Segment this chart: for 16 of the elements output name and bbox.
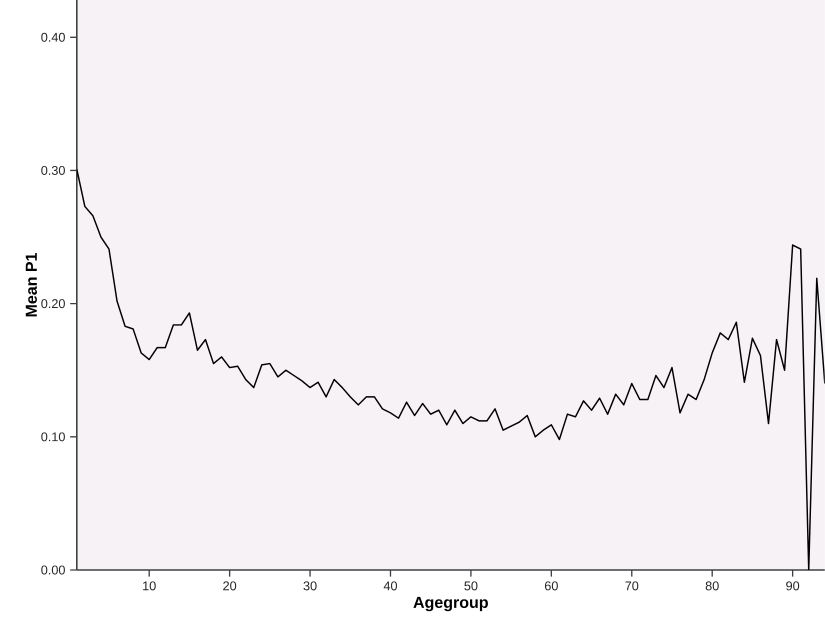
y-tick-label: 0.30 bbox=[41, 166, 65, 175]
x-tick-label: 50 bbox=[464, 581, 478, 590]
x-tick-label: 70 bbox=[625, 581, 638, 590]
x-tick-label: 40 bbox=[384, 581, 398, 590]
y-axis-title: Mean P1 bbox=[26, 253, 37, 316]
x-axis-title: Agegroup bbox=[413, 596, 488, 612]
x-tick-label: 10 bbox=[143, 581, 156, 590]
y-tick-label: 0.40 bbox=[41, 32, 65, 42]
x-tick-label: 90 bbox=[786, 581, 800, 590]
y-tick-label: 0.20 bbox=[41, 299, 65, 308]
x-tick-label: 80 bbox=[706, 581, 719, 590]
y-tick-label: 0.00 bbox=[41, 566, 65, 574]
x-tick-label: 30 bbox=[303, 581, 317, 590]
x-tick-label: 60 bbox=[544, 581, 558, 590]
x-tick-label: 20 bbox=[223, 581, 236, 590]
y-tick-label: 0.10 bbox=[41, 432, 65, 442]
